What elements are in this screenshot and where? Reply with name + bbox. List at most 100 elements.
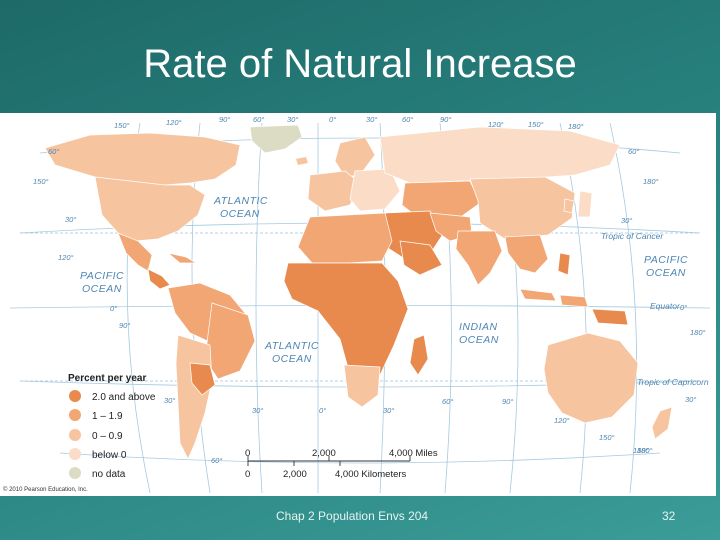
papua <box>591 308 629 326</box>
south-america <box>167 282 256 460</box>
indian-ocean-label-2: OCEAN <box>459 334 499 346</box>
degree-labels-bottom: 30° 60° 30° 0° 30° 60° 90° 120° 150° 180… <box>164 396 653 465</box>
atlantic-south-label-2: OCEAN <box>272 353 312 365</box>
legend-swatch-2-plus <box>69 390 81 402</box>
arabia <box>399 240 443 276</box>
world-map: ATLANTIC OCEAN ATLANTIC OCEAN PACIFIC OC… <box>0 113 716 496</box>
europe <box>307 136 401 212</box>
deg-top-label: 120° <box>488 120 504 129</box>
copyright-text: © 2010 Pearson Education, Inc. <box>3 486 88 493</box>
north-america <box>44 132 241 290</box>
deg-top-label: 90° <box>219 115 230 124</box>
degree-labels-top: 150° 120° 90° 60° 30° 0° 30° 60° 90° 120… <box>114 115 584 131</box>
legend-title: Percent per year <box>68 373 146 384</box>
deg-bottom-label: 180° <box>637 446 653 455</box>
degree-labels-left: 60° 150° 30° 120° 0° 90° <box>33 147 130 330</box>
deg-bottom-label: 60° <box>442 397 453 406</box>
deg-right-label: 60° <box>628 147 639 156</box>
atlantic-north-label-2: OCEAN <box>220 208 260 220</box>
legend-label-no-data: no data <box>92 469 126 480</box>
legend-label-2-plus: 2.0 and above <box>92 392 156 403</box>
deg-top-label: 180° <box>568 122 584 131</box>
tropic-capricorn-label: Tropic of Capricorn <box>637 377 709 387</box>
legend-label-0-0-9: 0 – 0.9 <box>92 431 123 442</box>
north-africa <box>297 212 393 264</box>
western-europe <box>307 170 361 212</box>
southeast-asia <box>504 234 549 274</box>
korea <box>563 198 575 214</box>
deg-bottom-label: 60° <box>211 456 222 465</box>
india <box>455 230 503 286</box>
southern-africa <box>343 364 381 408</box>
pacific-west-label-2: OCEAN <box>82 283 122 295</box>
deg-right-label: 30° <box>685 395 696 404</box>
atlantic-south-label-1: ATLANTIC <box>264 340 319 352</box>
deg-left-label: 60° <box>48 147 59 156</box>
slide-title: Rate of Natural Increase <box>143 42 577 86</box>
equator-label: Equator <box>650 301 681 311</box>
pacific-east-label-1: PACIFIC <box>644 254 688 266</box>
deg-right-label: 180° <box>633 446 649 455</box>
indonesia-1 <box>519 288 557 302</box>
caribbean <box>167 252 198 264</box>
deg-right-label: 0° <box>680 303 687 312</box>
footer-text: Chap 2 Population Envs 204 <box>276 509 429 523</box>
scale-miles-0: 0 <box>245 448 250 459</box>
madagascar <box>409 334 429 376</box>
scale-miles-2000: 2,000 <box>312 448 336 459</box>
deg-top-label: 60° <box>253 115 264 124</box>
deg-top-label: 90° <box>440 115 451 124</box>
pacific-west-label-1: PACIFIC <box>80 270 124 282</box>
degree-labels-right: 60° 180° 30° 0° 180° 30° 180° <box>621 147 706 455</box>
scale-km-2000: 2,000 <box>283 469 307 480</box>
deg-right-label: 180° <box>643 177 659 186</box>
deg-left-label: 90° <box>119 321 130 330</box>
deg-top-label: 60° <box>402 115 413 124</box>
russia <box>379 126 621 184</box>
bolivia-paraguay <box>189 362 216 396</box>
japan <box>577 190 593 218</box>
asia <box>379 126 629 326</box>
deg-right-label: 30° <box>621 216 632 225</box>
deg-left-label: 0° <box>110 304 117 313</box>
indonesia-2 <box>559 294 589 308</box>
canada-alaska <box>44 132 241 186</box>
legend-label-1-1-9: 1 – 1.9 <box>92 411 123 422</box>
new-zealand <box>651 406 673 440</box>
indian-ocean-label-1: INDIAN <box>459 321 498 333</box>
legend-swatch-no-data <box>69 467 81 479</box>
brazil <box>204 302 256 380</box>
greenland <box>249 124 303 154</box>
deg-top-label: 30° <box>287 115 298 124</box>
deg-bottom-label: 0° <box>319 406 326 415</box>
deg-left-label: 120° <box>58 253 74 262</box>
usa <box>94 176 206 242</box>
page-number: 32 <box>662 509 676 523</box>
scale-km-4000: 4,000 Kilometers <box>335 469 407 480</box>
legend: Percent per year 2.0 and above 1 – 1.9 0… <box>68 373 156 480</box>
deg-bottom-label: 30° <box>164 396 175 405</box>
legend-swatch-0-0-9 <box>69 429 81 441</box>
deg-top-label: 30° <box>366 115 377 124</box>
deg-bottom-label: 30° <box>383 406 394 415</box>
deg-bottom-label: 30° <box>252 406 263 415</box>
pacific-east-label-2: OCEAN <box>646 267 686 279</box>
iceland <box>296 157 308 165</box>
scale-bar: 0 2,000 4,000 Miles 0 2,000 4,000 Kilome… <box>245 448 438 480</box>
deg-top-label: 0° <box>329 115 336 124</box>
deg-top-label: 120° <box>166 118 182 127</box>
africa <box>283 212 429 408</box>
deg-left-label: 150° <box>33 177 49 186</box>
australia <box>543 332 639 424</box>
legend-label-below-0: below 0 <box>92 450 127 461</box>
atlantic-north-label-1: ATLANTIC <box>213 195 268 207</box>
deg-bottom-label: 90° <box>502 397 513 406</box>
central-america <box>147 268 171 290</box>
legend-swatch-below-0 <box>69 448 81 460</box>
map-svg: ATLANTIC OCEAN ATLANTIC OCEAN PACIFIC OC… <box>3 115 711 494</box>
tropic-cancer-label: Tropic of Cancer <box>601 231 664 241</box>
deg-top-label: 150° <box>528 120 544 129</box>
andes-south <box>175 334 213 460</box>
scale-miles-4000: 4,000 Miles <box>389 448 438 459</box>
